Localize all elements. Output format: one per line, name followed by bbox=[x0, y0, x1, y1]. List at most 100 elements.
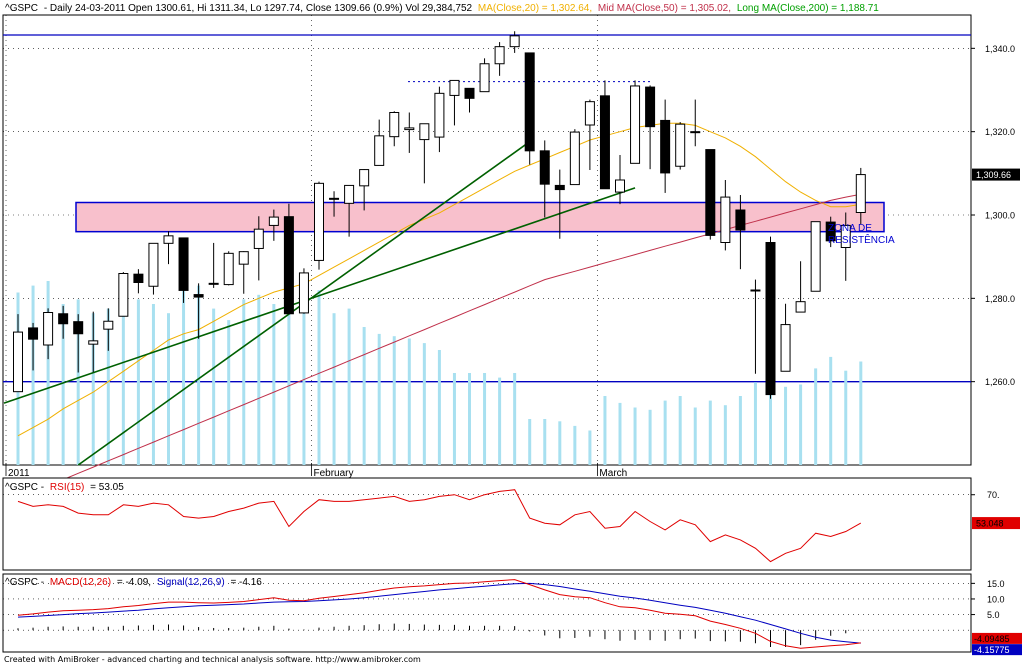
candle-down bbox=[705, 149, 716, 236]
volume-bar bbox=[693, 407, 697, 465]
volume-bar bbox=[227, 320, 231, 465]
rsi-last-label: 53.048 bbox=[976, 519, 1004, 529]
candle-up bbox=[238, 251, 249, 265]
volume-bar bbox=[784, 386, 788, 465]
macd-last-label: -4.09485 bbox=[974, 634, 1010, 644]
x-axis: 2011 February March bbox=[5, 463, 627, 479]
volume-bar bbox=[437, 350, 441, 465]
volume-bar bbox=[528, 419, 532, 465]
macd-last-box bbox=[972, 632, 1022, 644]
price-header: ^GSPC - Daily 24-03-2011 Open 1300.61, H… bbox=[5, 3, 879, 14]
volume-bar bbox=[287, 276, 291, 465]
candle-up bbox=[434, 92, 445, 138]
volume-bar bbox=[61, 304, 65, 465]
resistance-zone bbox=[75, 201, 885, 233]
candle-up bbox=[780, 324, 791, 372]
signal-value: = -4.16 bbox=[230, 577, 262, 588]
volume-bar bbox=[76, 299, 80, 465]
header-info: - Daily 24-03-2011 Open 1300.61, Hi 1311… bbox=[44, 3, 473, 14]
volume-bar bbox=[573, 425, 577, 465]
candle-down bbox=[58, 313, 69, 325]
candle-up bbox=[720, 196, 731, 243]
candle-up bbox=[690, 131, 701, 134]
candle-down bbox=[645, 86, 656, 128]
rsi-panel bbox=[2, 477, 972, 571]
candle-down bbox=[283, 216, 294, 315]
volume-bar bbox=[167, 313, 170, 465]
footer-credit: Created with AmiBroker - advanced charti… bbox=[4, 655, 421, 664]
signal-path bbox=[17, 582, 861, 644]
volume-bar bbox=[422, 343, 426, 465]
volume-bar bbox=[332, 313, 336, 465]
macd-axis: 15.0 10.0 5.0 -4.09485-4.15775 bbox=[971, 579, 1022, 656]
volume-bar bbox=[452, 373, 456, 465]
macd-symbol: ^GSPC - bbox=[5, 577, 44, 588]
header-mid: Mid MA(Close,50) = 1,305.02, bbox=[598, 3, 731, 14]
volume-bar bbox=[136, 299, 140, 465]
volume-bar bbox=[723, 405, 727, 465]
x-tick-label: 2011 bbox=[8, 468, 30, 479]
candle-up bbox=[344, 184, 355, 204]
candle-up bbox=[840, 224, 851, 249]
volume-bar bbox=[151, 304, 155, 465]
candle-down bbox=[133, 273, 144, 283]
volume-bar bbox=[31, 285, 35, 465]
zone-label-line1: ZONA DE bbox=[828, 223, 872, 234]
signal-name: Signal(12,26,9) bbox=[157, 577, 225, 588]
trendline bbox=[3, 187, 636, 404]
volume-bar bbox=[257, 294, 261, 465]
candle-up bbox=[359, 169, 370, 187]
candle-up bbox=[163, 235, 174, 244]
price-tick-label: 1,260.0 bbox=[985, 377, 1015, 387]
volume-bar bbox=[377, 333, 381, 465]
candle-up bbox=[148, 242, 159, 287]
volume-bar bbox=[91, 313, 95, 465]
volume-bar bbox=[633, 407, 637, 465]
candle-up bbox=[389, 112, 400, 138]
macd-panel bbox=[2, 573, 972, 653]
close-last-box bbox=[972, 168, 1020, 181]
volume-bar bbox=[738, 396, 742, 465]
rsi-symbol: ^GSPC - bbox=[5, 482, 44, 493]
price-axis: 1,260.01,280.01,300.01,320.01,340.029,38… bbox=[971, 44, 1020, 387]
candle-down bbox=[599, 95, 610, 190]
volume-bar bbox=[753, 382, 757, 465]
candle-up bbox=[223, 252, 234, 286]
candle-down bbox=[765, 242, 776, 396]
candle-down bbox=[73, 321, 84, 335]
candle-up bbox=[298, 272, 309, 314]
candle-up bbox=[630, 85, 641, 164]
candle-down bbox=[524, 52, 535, 152]
candle-up bbox=[404, 127, 415, 131]
candle-up bbox=[795, 301, 806, 313]
candle-up bbox=[569, 131, 580, 186]
candle-down bbox=[178, 237, 189, 291]
volume-bar bbox=[46, 281, 50, 465]
signal-last-label: -4.15775 bbox=[974, 645, 1010, 655]
macd-tick-label: 5.0 bbox=[987, 610, 1000, 620]
volume-bar bbox=[678, 396, 682, 465]
candle-down bbox=[28, 327, 39, 340]
volume-bar bbox=[182, 290, 186, 465]
candle-down bbox=[539, 150, 550, 185]
ma20-line bbox=[17, 122, 861, 437]
volume-bar bbox=[588, 430, 592, 465]
macd-lines bbox=[17, 579, 861, 649]
candle-up bbox=[615, 179, 625, 193]
price-tick-label: 1,320.0 bbox=[985, 127, 1015, 137]
volume-bar bbox=[603, 396, 607, 465]
candle-up bbox=[449, 79, 460, 96]
macd-header: ^GSPC - MACD(12,26) = -4.09, Signal(12,2… bbox=[5, 577, 262, 588]
header-long: Long MA(Close,200) = 1,188.71 bbox=[737, 3, 879, 14]
volume-bar bbox=[197, 285, 201, 465]
candle-up bbox=[253, 228, 264, 249]
macd-name: MACD(12,26) bbox=[50, 577, 111, 588]
volume-bar bbox=[212, 308, 216, 465]
candle-up bbox=[329, 197, 340, 200]
candle-up bbox=[103, 320, 114, 330]
rsi-line bbox=[17, 489, 862, 563]
candle-down bbox=[208, 282, 219, 285]
macd-value: = -4.09, bbox=[117, 577, 151, 588]
candles bbox=[13, 31, 866, 399]
